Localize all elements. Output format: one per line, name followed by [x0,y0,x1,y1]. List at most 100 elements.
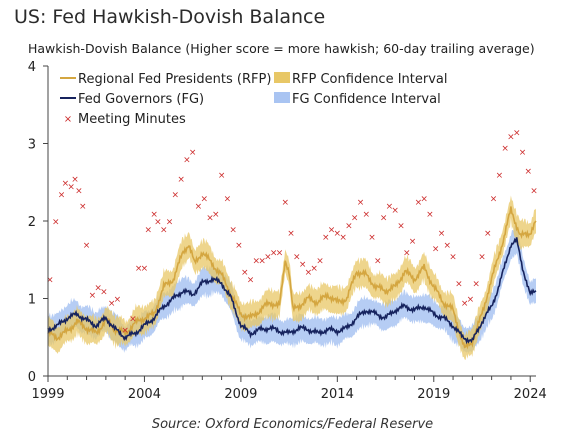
minutes-marker: × [270,249,278,259]
minutes-marker: × [241,268,249,278]
minutes-marker: × [83,241,91,251]
minutes-marker: × [121,326,129,336]
minutes-marker: × [449,252,457,262]
minutes-marker: × [334,229,342,239]
legend-rfp-label: Regional Fed Presidents (RFP) [78,72,271,87]
minutes-marker: × [129,314,137,324]
minutes-marker: × [519,148,527,158]
minutes-marker: × [310,264,318,274]
minutes-marker: × [52,218,60,228]
minutes-marker: × [75,187,83,197]
minutes-marker: × [172,190,180,200]
y-tick-label: 1 [28,293,36,308]
minutes-marker: × [339,233,347,243]
minutes-marker: × [357,198,365,208]
chart-title: US: Fed Hawkish-Dovish Balance [14,6,326,28]
minutes-marker: × [513,128,521,138]
minutes-marker: × [58,190,66,200]
minutes-marker: × [403,249,411,259]
minutes-marker: × [362,210,370,220]
minutes-marker: × [305,268,313,278]
minutes-marker: × [322,233,330,243]
minutes-marker: × [496,171,504,181]
fg-line [47,237,537,345]
minutes-marker: × [89,291,97,301]
minutes-marker: × [229,225,237,235]
rfp-confidence-band [48,195,536,360]
minutes-marker: × [166,218,174,228]
minutes-marker: × [386,202,394,212]
x-tick-label: 2014 [321,387,354,402]
minutes-marker: × [206,214,214,224]
axes: 0 1 2 3 4 1999 2004 2009 2014 2019 2024 [28,60,547,402]
minutes-marker: × [478,252,486,262]
series-lines [47,206,537,350]
minutes-marker: × [530,187,538,197]
legend-fg-ci-label: FG Confidence Interval [292,92,441,107]
minutes-marker: × [183,156,191,166]
minutes-marker: × [195,202,203,212]
minutes-marker: × [501,144,509,154]
minutes-marker: × [218,171,226,181]
minutes-marker: × [235,241,243,251]
minutes-marker: × [264,252,272,262]
minutes-marker: × [287,229,295,239]
minutes-marker: × [79,202,87,212]
minutes-marker: × [247,276,255,286]
legend-rfp-ci-swatch [274,72,290,83]
x-tick-label: 2024 [514,387,547,402]
minutes-marker: × [71,175,79,185]
x-tick-label: 2019 [417,387,450,402]
legend-minutes-swatch: × [64,114,72,125]
minutes-marker: × [345,221,353,231]
minutes-marker: × [467,295,475,305]
legend-fg-ci-swatch [274,92,290,103]
minutes-marker: × [253,256,261,266]
rfp-line [47,206,537,350]
y-tick-label: 3 [28,138,36,153]
source-note: Source: Oxford Economics/Federal Reserve [151,417,434,432]
minutes-marker: × [258,256,266,266]
x-tick-label: 1999 [31,387,64,402]
minutes-marker: × [328,225,336,235]
minutes-marker: × [281,198,289,208]
minutes-marker: × [154,218,162,228]
minutes-marker: × [426,210,434,220]
minutes-marker: × [114,295,122,305]
minutes-markers: ××××××××××××××××××××××××××××××××××××××××… [46,128,538,336]
legend-fg-label: Fed Governors (FG) [78,92,204,107]
minutes-marker: × [438,229,446,239]
x-tick-label: 2009 [224,387,257,402]
y-tick-label: 0 [28,370,36,385]
minutes-marker: × [46,276,54,286]
minutes-marker: × [189,148,197,158]
minutes-marker: × [507,132,515,142]
minutes-marker: × [484,229,492,239]
minutes-marker: × [368,233,376,243]
minutes-marker: × [100,287,108,297]
minutes-marker: × [455,280,463,290]
minutes-marker: × [224,194,232,204]
minutes-marker: × [374,256,382,266]
minutes-marker: × [293,252,301,262]
minutes-marker: × [150,210,158,220]
minutes-marker: × [432,245,440,255]
minutes-marker: × [177,175,185,185]
minutes-marker: × [212,210,220,220]
minutes-marker: × [94,283,102,293]
minutes-marker: × [525,167,533,177]
minutes-marker: × [135,264,143,274]
minutes-marker: × [62,179,70,189]
minutes-marker: × [299,260,307,270]
x-tick-label: 2004 [128,387,161,402]
minutes-marker: × [141,264,149,274]
chart-subtitle: Hawkish-Dovish Balance (Higher score = m… [28,41,535,56]
minutes-marker: × [276,249,284,259]
minutes-marker: × [415,198,423,208]
confidence-bands [48,195,536,360]
legend-rfp-ci-label: RFP Confidence Interval [292,72,448,87]
fg-confidence-band [48,224,536,354]
minutes-marker: × [351,214,359,224]
minutes-marker: × [420,194,428,204]
